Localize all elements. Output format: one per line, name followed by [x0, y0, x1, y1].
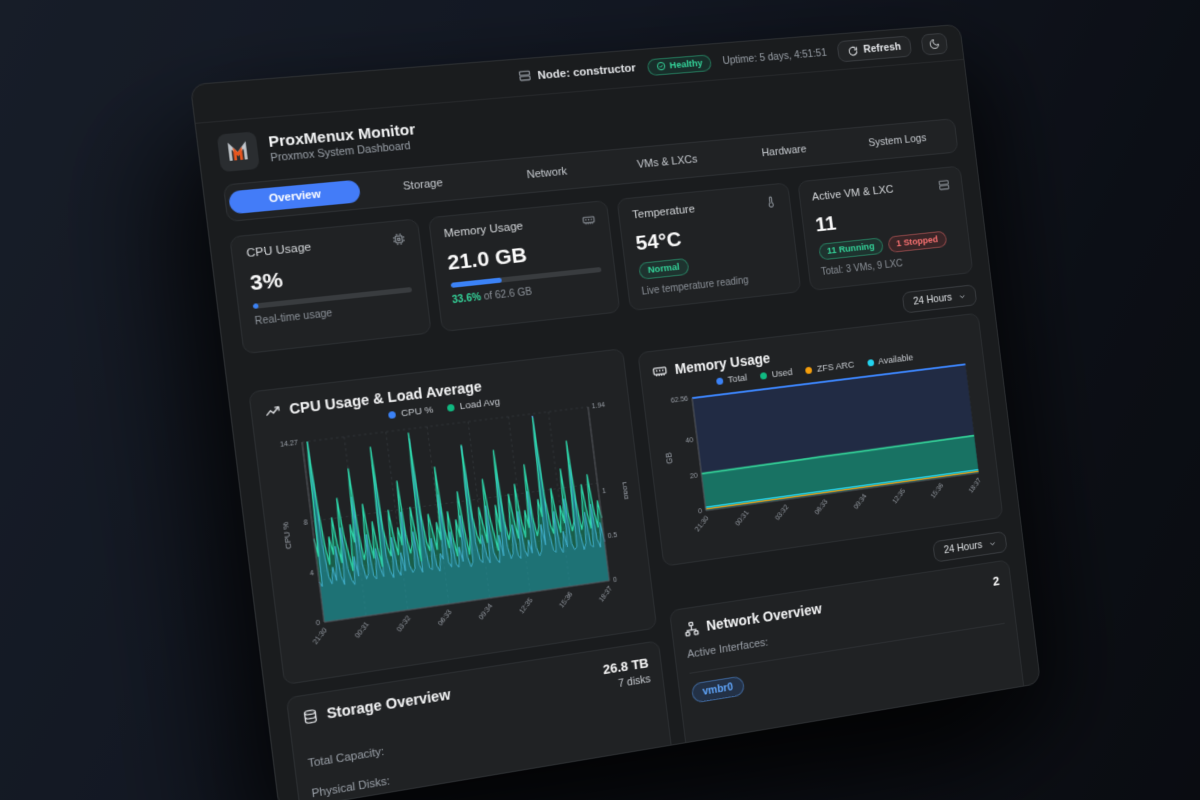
svg-text:21:30: 21:30 [312, 627, 329, 646]
node-label: Node: constructor [536, 62, 637, 83]
network-interface-count: 2 [992, 573, 1001, 589]
cpu-icon [391, 232, 406, 250]
memory-progress-fill [450, 277, 502, 288]
temperature-card: Temperature 54°C Normal Live temperature… [616, 182, 801, 312]
moon-icon [928, 38, 940, 50]
svg-text:0: 0 [613, 577, 618, 585]
network-icon [683, 620, 699, 637]
svg-text:06:33: 06:33 [437, 609, 453, 628]
refresh-button[interactable]: Refresh [836, 35, 913, 63]
memory-caption-rest: of 62.6 GB [480, 286, 533, 304]
tab-system-logs[interactable]: System Logs [867, 132, 928, 150]
cpu-card-label: CPU Usage [245, 241, 312, 261]
tab-storage[interactable]: Storage [402, 177, 444, 193]
left-column: CPU Usage & Load Average CPU % Load Avg 2… [244, 312, 681, 800]
svg-text:0.5: 0.5 [607, 532, 617, 540]
vm-card-label: Active VM & LXC [811, 183, 895, 204]
time-range-value-2: 24 Hours [943, 539, 983, 557]
uptime-text: Uptime: 5 days, 4:51:51 [721, 47, 828, 68]
svg-text:62.56: 62.56 [670, 394, 688, 405]
cpu-usage-card: CPU Usage 3% Real-time usage [229, 218, 432, 355]
svg-text:03:32: 03:32 [396, 615, 413, 634]
memory-chart-card: Memory Usage Total Used ZFS ARC Available 2… [637, 312, 1004, 567]
svg-text:09:34: 09:34 [852, 492, 869, 511]
vm-running-badge: 11 Running [817, 237, 884, 261]
svg-text:4: 4 [310, 570, 315, 578]
health-badge: Healthy [646, 53, 713, 76]
chevron-down-icon [958, 291, 967, 300]
svg-text:1.94: 1.94 [592, 402, 606, 411]
svg-text:1: 1 [602, 488, 607, 496]
chevron-down-icon [988, 538, 997, 548]
svg-text:14.27: 14.27 [280, 440, 299, 450]
time-range-value: 24 Hours [912, 291, 953, 308]
svg-text:03:32: 03:32 [773, 503, 790, 522]
svg-text:21:30: 21:30 [693, 514, 711, 533]
svg-text:8: 8 [303, 519, 308, 527]
svg-text:12:35: 12:35 [890, 487, 907, 506]
server-icon [518, 69, 533, 86]
svg-text:18:37: 18:37 [598, 585, 614, 603]
storage-disk-icon [301, 707, 319, 725]
cpu-progress-fill [252, 303, 259, 309]
svg-text:12:35: 12:35 [518, 597, 534, 616]
refresh-button-label: Refresh [862, 41, 902, 56]
tab-hardware[interactable]: Hardware [761, 143, 808, 160]
svg-text:15:36: 15:36 [559, 591, 575, 610]
tab-network[interactable]: Network [526, 165, 568, 182]
interface-badge-vmbr0[interactable]: vmbr0 [690, 675, 745, 704]
temperature-status-badge: Normal [638, 257, 690, 280]
active-vm-lxc-card: Active VM & LXC 11 11 Running 1 Stopped … [796, 165, 974, 292]
node-indicator: Node: constructor [518, 60, 637, 85]
svg-text:0: 0 [316, 620, 321, 628]
vm-stopped-badge: 1 Stopped [887, 230, 948, 254]
servers-icon [937, 178, 951, 194]
svg-text:06:33: 06:33 [812, 497, 829, 516]
svg-text:00:31: 00:31 [354, 621, 371, 640]
cpu-load-chart-card: CPU Usage & Load Average CPU % Load Avg 2… [248, 348, 658, 686]
memory-caption-percent: 33.6% [451, 291, 482, 307]
right-column: 24 Hours Memory Usage Total Used ZFS ARC Av… [632, 273, 1027, 766]
trending-up-icon [264, 402, 282, 419]
svg-text:GB: GB [665, 451, 675, 464]
memory-chart-icon [652, 363, 668, 380]
svg-text:CPU %: CPU % [281, 521, 294, 549]
svg-text:00:31: 00:31 [733, 508, 750, 527]
svg-text:18:37: 18:37 [966, 476, 982, 494]
main-grid: CPU Usage & Load Average CPU % Load Avg 2… [244, 273, 1033, 800]
memory-card-label: Memory Usage [443, 220, 524, 241]
svg-text:Load: Load [621, 481, 632, 500]
health-badge-label: Healthy [668, 57, 704, 71]
check-circle-icon [655, 61, 666, 72]
proxmenux-logo [216, 131, 260, 173]
cpu-load-chart: 21:30 00:31 03:32 06:33 09:34 12:35 15:36 18:37… [280, 402, 632, 646]
tab-overview[interactable]: Overview [227, 179, 361, 215]
svg-text:20: 20 [689, 471, 698, 481]
memory-chart: 21:30 00:31 03:32 06:33 09:34 12:35 15:36 18:37… [665, 358, 983, 533]
svg-text:15:36: 15:36 [929, 481, 946, 500]
time-range-select-2[interactable]: 24 Hours [932, 530, 1008, 563]
thermometer-icon [764, 195, 778, 212]
storage-title: Storage Overview [325, 685, 452, 722]
memory-icon [582, 213, 597, 230]
svg-text:40: 40 [685, 435, 694, 445]
dashboard-window: Node: constructor Healthy Uptime: 5 days… [189, 23, 1042, 800]
refresh-icon [847, 45, 858, 56]
theme-toggle-button[interactable] [920, 32, 949, 56]
time-range-select[interactable]: 24 Hours [902, 284, 978, 314]
temperature-card-label: Temperature [631, 203, 696, 222]
tab-vms-lxcs[interactable]: VMs & LXCs [636, 153, 699, 171]
svg-text:0: 0 [698, 507, 703, 516]
network-title: Network Overview [705, 600, 823, 634]
svg-text:09:34: 09:34 [478, 603, 494, 622]
memory-usage-card: Memory Usage 21.0 GB 33.6% of 62.6 GB [427, 199, 621, 333]
